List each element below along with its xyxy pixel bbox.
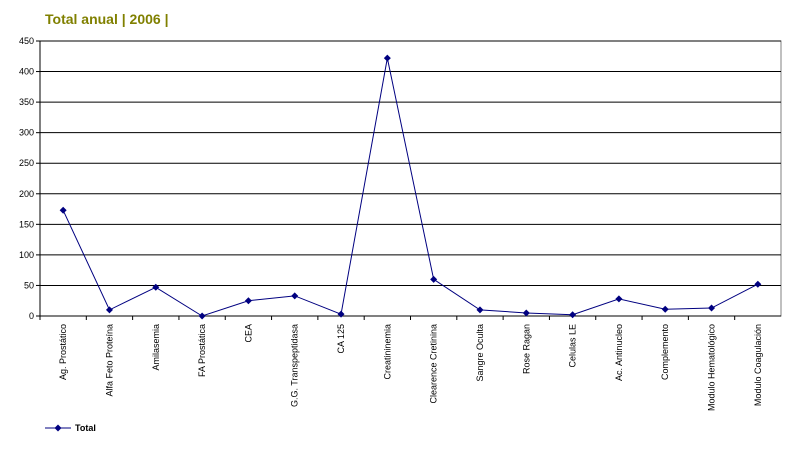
y-tick-label: 150 (19, 219, 34, 229)
marker (661, 305, 669, 313)
marker (59, 206, 67, 214)
x-tick-label: Sangre Oculta (475, 324, 485, 382)
marker (615, 295, 623, 303)
y-tick-label: 350 (19, 97, 34, 107)
marker (244, 297, 252, 305)
marker (337, 310, 345, 318)
y-tick-label: 450 (19, 36, 34, 46)
legend-label: Total (75, 423, 96, 433)
x-tick-label: Ac. Antinucleo (614, 324, 624, 381)
x-tick-label: Alfa Feto Proteína (104, 324, 114, 397)
y-tick-label: 100 (19, 250, 34, 260)
marker (291, 292, 299, 300)
x-tick-label: Creatininemia (382, 324, 392, 380)
y-tick-label: 0 (29, 311, 34, 321)
x-tick-label: CA 125 (336, 324, 346, 354)
x-tick-label: Celulas LE (568, 324, 578, 368)
marker (522, 309, 530, 317)
x-tick-label: Complemento (660, 324, 670, 380)
marker (476, 306, 484, 314)
y-tick-label: 50 (24, 280, 34, 290)
marker (383, 54, 391, 62)
x-tick-label: Clearence Cretinina (429, 324, 439, 404)
x-tick-label: Ag. Prostático (58, 324, 68, 380)
marker (105, 306, 113, 314)
y-tick-label: 200 (19, 189, 34, 199)
chart-title: Total anual | 2006 | (45, 11, 169, 27)
marker (708, 304, 716, 312)
marker (430, 275, 438, 283)
x-tick-label: CEA (243, 324, 253, 343)
x-tick-label: FA Prostática (197, 324, 207, 377)
y-tick-label: 300 (19, 128, 34, 138)
marker (754, 280, 762, 288)
marker (569, 311, 577, 319)
marker (198, 312, 206, 320)
y-tick-label: 400 (19, 67, 34, 77)
x-tick-label: Rose Ragan (521, 324, 531, 374)
x-tick-label: G.G. Transpeptidasa (290, 324, 300, 407)
line (62, 58, 759, 317)
x-tick-label: Modulo Coagulación (753, 324, 763, 406)
x-tick-label: Modulo Hematológico (707, 324, 717, 411)
plot-area (39, 40, 782, 317)
legend-marker (54, 424, 62, 432)
y-tick-label: 250 (19, 158, 34, 168)
x-tick-label: Amilasemia (151, 324, 161, 371)
marker (152, 283, 160, 291)
